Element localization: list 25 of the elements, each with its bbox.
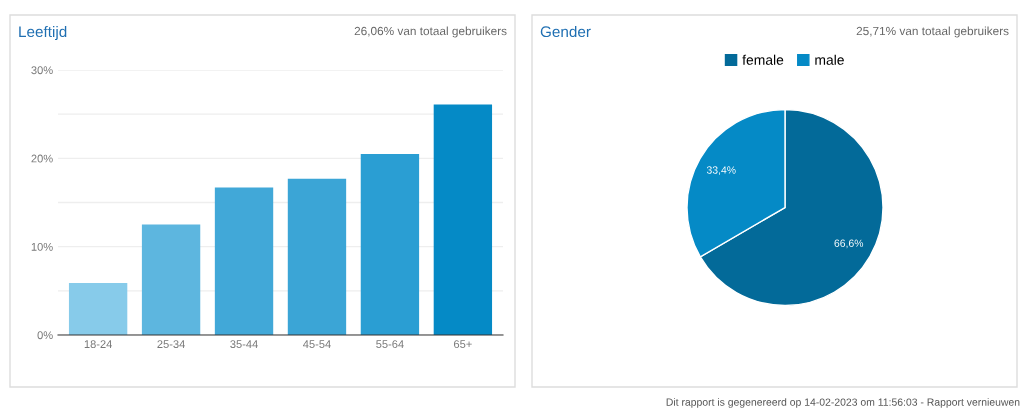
bar	[433, 104, 493, 335]
data-label: 66,6%	[834, 239, 864, 249]
x-tick-label: 18-24	[84, 340, 113, 349]
x-tick-label: 25-34	[157, 340, 185, 349]
chart-title: Gender	[540, 25, 591, 38]
bar	[68, 282, 128, 335]
bar	[360, 153, 420, 335]
legend-label: female	[742, 54, 784, 65]
x-tick-label: 45-54	[303, 340, 331, 349]
text: 25,71% van totaal gebruikers	[856, 26, 1009, 38]
chart-title: Leeftijd	[19, 25, 67, 41]
text: Dit rapport is gegenereerd op 14-02-2023 om 11:56:03 - Rapport vernieuwen	[666, 398, 1020, 408]
x-tick-label: 55-64	[376, 340, 404, 349]
bar	[214, 187, 274, 335]
y-tick-label: 20%	[31, 154, 53, 163]
y-tick-label: 0%	[37, 331, 53, 340]
bar	[141, 224, 201, 335]
x-tick-label: 35-44	[230, 340, 258, 349]
x-tick-label: 65+	[454, 340, 472, 349]
bar	[287, 178, 347, 335]
chart-subtitle: 26,06% van totaal gebruikers	[354, 26, 507, 38]
y-tick-label: 10%	[31, 242, 53, 251]
y-tick-label: 30%	[31, 66, 53, 75]
data-label: 33,4%	[706, 166, 736, 175]
legend-label: male	[815, 54, 844, 65]
